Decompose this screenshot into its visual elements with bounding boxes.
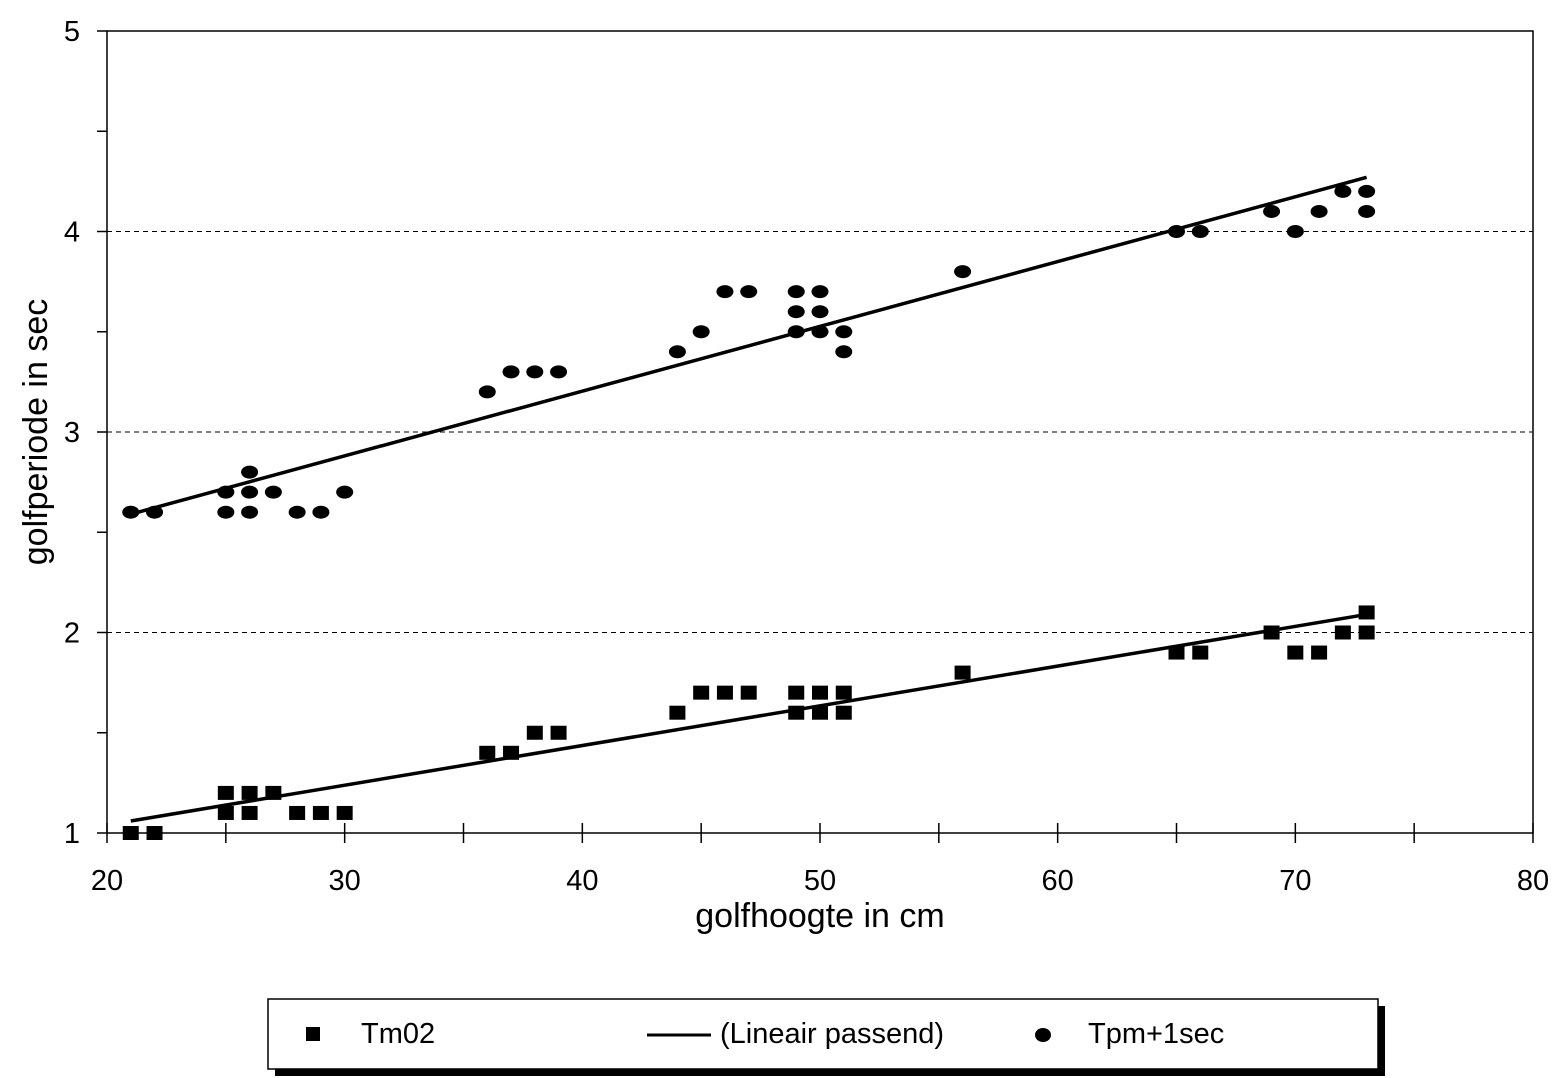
data-point-tpm xyxy=(787,325,805,339)
y-tick-label: 5 xyxy=(64,16,80,48)
data-point-tpm xyxy=(811,305,829,319)
data-point-tpm xyxy=(502,365,520,379)
data-point-tpm xyxy=(811,285,829,299)
x-tick-label: 70 xyxy=(1279,865,1311,897)
data-point-tm02 xyxy=(122,826,139,840)
data-point-tm02 xyxy=(1358,605,1375,620)
data-point-tpm xyxy=(526,365,544,379)
data-point-tm02 xyxy=(788,685,805,700)
data-point-tm02 xyxy=(835,685,852,700)
data-point-tm02 xyxy=(241,785,258,800)
data-point-tm02 xyxy=(217,785,234,800)
x-axis-title: golfhoogte in cm xyxy=(695,897,945,935)
data-point-tm02 xyxy=(812,685,828,700)
data-point-tpm xyxy=(217,505,235,519)
data-point-tpm xyxy=(835,325,853,339)
data-point-tm02 xyxy=(1311,645,1328,660)
data-point-tpm xyxy=(336,485,354,499)
x-tick-label: 30 xyxy=(329,865,361,897)
data-point-tpm xyxy=(312,505,330,519)
y-tick-label: 1 xyxy=(64,818,80,850)
trendline-tpm xyxy=(130,175,1368,516)
data-point-tm02 xyxy=(1263,625,1280,640)
data-point-tpm xyxy=(1358,184,1376,198)
y-tick-label: 2 xyxy=(64,618,80,650)
data-point-tpm xyxy=(1286,225,1304,238)
data-point-tpm xyxy=(668,345,686,359)
data-point-tpm xyxy=(1168,225,1185,238)
data-point-tm02 xyxy=(669,705,686,720)
data-point-tm02 xyxy=(479,745,496,760)
data-point-tpm xyxy=(1310,204,1328,218)
y-axis-title: golfperiode in sec xyxy=(17,299,55,566)
data-point-tm02 xyxy=(812,705,828,720)
data-point-tpm xyxy=(692,325,710,339)
data-point-tpm xyxy=(740,285,758,299)
legend-label-tpm-1sec: Tpm+1sec xyxy=(1088,1018,1224,1050)
data-point-tpm xyxy=(954,265,972,279)
data-point-tm02 xyxy=(1334,625,1351,640)
data-point-tpm xyxy=(1358,204,1376,218)
data-point-tm02 xyxy=(740,685,757,700)
data-point-tpm xyxy=(288,505,306,519)
data-point-tpm xyxy=(1334,184,1352,198)
data-point-tm02 xyxy=(788,705,805,720)
data-point-tm02 xyxy=(289,805,306,820)
data-point-tpm xyxy=(241,465,259,479)
data-point-tpm xyxy=(478,385,496,399)
data-point-tpm xyxy=(787,285,805,299)
data-points xyxy=(122,184,1376,840)
legend-marker-circle xyxy=(1035,1028,1051,1042)
trendlines xyxy=(130,175,1368,823)
data-point-tpm xyxy=(811,325,829,339)
x-tick-label: 60 xyxy=(1042,865,1074,897)
data-point-tpm xyxy=(550,365,568,379)
data-point-tm02 xyxy=(241,805,258,820)
trendline-tm02 xyxy=(130,612,1367,823)
legend-label-lineair-passend: (Lineair passend) xyxy=(720,1018,944,1050)
data-point-tpm xyxy=(716,285,734,299)
data-point-tm02 xyxy=(693,685,710,700)
data-point-tm02 xyxy=(550,725,567,740)
x-tick-label: 20 xyxy=(91,865,123,897)
data-point-tm02 xyxy=(217,805,234,820)
data-point-tpm xyxy=(835,345,853,359)
data-point-tm02 xyxy=(1287,645,1304,660)
data-point-tm02 xyxy=(1168,645,1185,660)
axes: 1 2 3 4 5 20 30 40 50 60 70 80 xyxy=(64,16,1549,897)
data-point-tpm xyxy=(241,485,259,499)
data-point-tm02 xyxy=(526,725,543,740)
data-point-tpm xyxy=(241,505,259,519)
data-point-tm02 xyxy=(312,805,329,820)
data-point-tm02 xyxy=(954,665,971,680)
data-point-tm02 xyxy=(265,785,282,800)
data-point-tpm xyxy=(264,485,282,499)
data-point-tpm xyxy=(217,485,235,499)
x-tick-label: 40 xyxy=(566,865,598,897)
y-tick-label: 4 xyxy=(64,217,80,249)
data-point-tpm xyxy=(1263,204,1281,218)
legend-label-tm02: Tm02 xyxy=(361,1018,435,1050)
data-point-tpm xyxy=(122,505,140,519)
x-tick-label: 50 xyxy=(804,865,836,897)
data-point-tm02 xyxy=(1358,625,1375,640)
data-point-tm02 xyxy=(503,745,520,760)
data-point-tpm xyxy=(787,305,805,319)
data-point-tpm xyxy=(1191,225,1209,238)
data-point-tpm xyxy=(146,505,164,519)
data-point-tm02 xyxy=(1192,645,1209,660)
legend: Tm02 (Lineair passend) Tpm+1sec xyxy=(267,998,1385,1076)
data-point-tm02 xyxy=(835,705,852,720)
data-point-tm02 xyxy=(716,685,733,700)
x-tick-label: 80 xyxy=(1517,865,1549,897)
data-point-tm02 xyxy=(146,826,163,840)
legend-box xyxy=(267,998,1379,1070)
legend-marker-square xyxy=(306,1027,320,1041)
y-tick-label: 3 xyxy=(64,417,80,449)
data-point-tm02 xyxy=(336,805,353,820)
